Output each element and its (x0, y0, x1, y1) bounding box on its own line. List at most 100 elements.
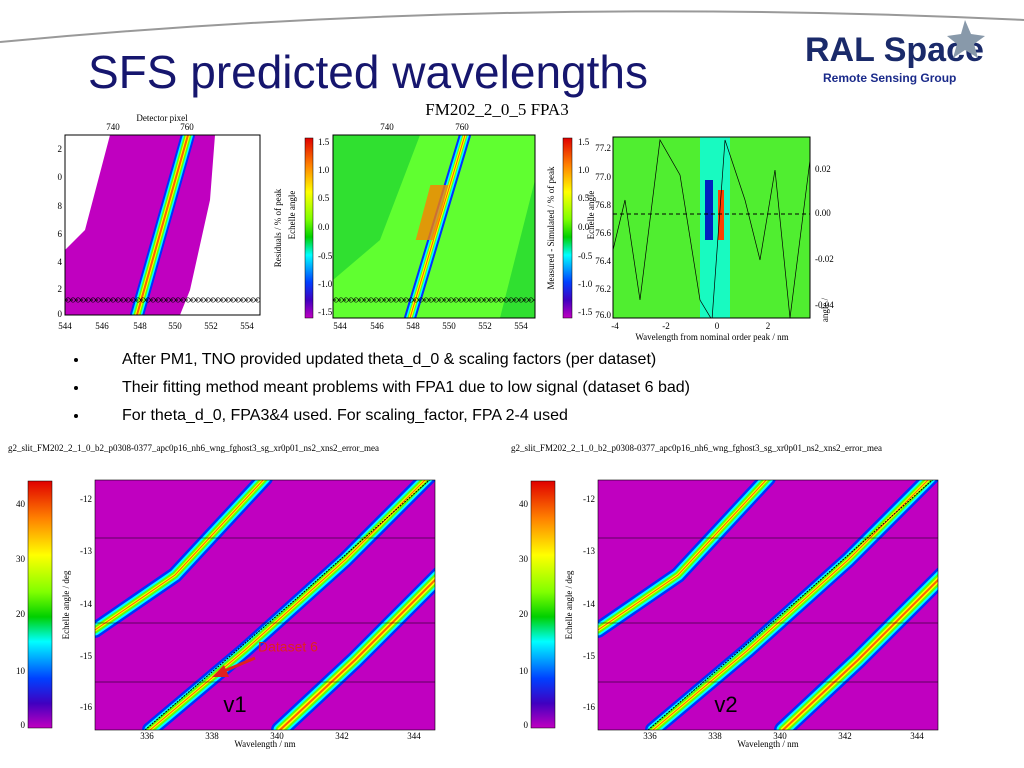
heatmap (598, 480, 938, 730)
label: 0.5 (578, 193, 590, 203)
label: -12 (80, 494, 92, 504)
label: -2 (662, 321, 670, 331)
label: 30 (519, 554, 529, 564)
label: 342 (335, 731, 349, 741)
marker (528, 297, 534, 303)
marker (140, 297, 146, 303)
label: 0.00 (815, 208, 831, 218)
marker (488, 297, 494, 303)
label: 338 (708, 731, 722, 741)
fit-line (144, 480, 431, 730)
label: -13 (80, 546, 92, 556)
marker (523, 297, 529, 303)
band (782, 578, 938, 730)
marker (518, 297, 524, 303)
marker (383, 297, 389, 303)
label: Wavelength from nominal order peak / nm (635, 332, 788, 342)
label: 0.5 (318, 193, 330, 203)
marker (205, 297, 211, 303)
label: 548 (406, 321, 420, 331)
label: 0.0 (578, 222, 590, 232)
label: 544 (333, 321, 347, 331)
label: 336 (140, 731, 154, 741)
marker (508, 297, 514, 303)
label: -16 (80, 702, 92, 712)
marker (170, 297, 176, 303)
marker (353, 297, 359, 303)
annotation: Dataset 6 (258, 639, 318, 655)
label: 740 (380, 122, 394, 132)
marker (180, 297, 186, 303)
version-label: v1 (223, 692, 246, 717)
frame (94, 479, 436, 731)
marker (225, 297, 231, 303)
label: 76.4 (595, 256, 611, 266)
label: 1.5 (318, 137, 330, 147)
marker (503, 297, 509, 303)
marker (373, 297, 379, 303)
marker (230, 297, 236, 303)
marker (125, 297, 131, 303)
label: -14 (80, 599, 92, 609)
marker (215, 297, 221, 303)
label: 76.6 (595, 228, 611, 238)
bullet: Their fitting method meant problems with… (122, 379, 690, 396)
marker (403, 297, 409, 303)
panel-3 (613, 137, 810, 318)
marker (70, 297, 76, 303)
stripe (700, 137, 730, 318)
label: 77.2 (595, 143, 611, 153)
label: 554 (514, 321, 528, 331)
band (409, 135, 466, 318)
marker (200, 297, 206, 303)
hot-spot (415, 185, 449, 240)
label: 76.2 (595, 284, 611, 294)
marker (408, 297, 414, 303)
marker (473, 297, 479, 303)
label: 1.0 (318, 165, 330, 175)
colorbar (304, 137, 314, 319)
label: 40 (519, 499, 529, 509)
marker (418, 297, 424, 303)
label: -12 (583, 494, 595, 504)
label: 0 (58, 309, 63, 319)
label: 4 (58, 257, 63, 267)
version-label: v2 (714, 692, 737, 717)
heatmap (95, 480, 435, 730)
label: 550 (442, 321, 456, 331)
label: 546 (370, 321, 384, 331)
frame (332, 134, 536, 319)
marker (175, 297, 181, 303)
label: 0 (524, 720, 529, 730)
marker (135, 297, 141, 303)
marker (75, 297, 81, 303)
marker (493, 297, 499, 303)
label: 552 (478, 321, 492, 331)
profile (613, 138, 810, 318)
label: 0 (58, 172, 63, 182)
band (279, 578, 435, 730)
label: 20 (16, 609, 26, 619)
marker (498, 297, 504, 303)
frame (612, 136, 811, 319)
label: -1.0 (578, 279, 593, 289)
label: 0.02 (815, 164, 831, 174)
marker (165, 297, 171, 303)
label: 548 (133, 321, 147, 331)
marker (250, 297, 256, 303)
marker (160, 297, 166, 303)
bullet: After PM1, TNO provided updated theta_d_… (122, 351, 656, 368)
label: Wavelength / nm (737, 739, 798, 749)
label: 340 (773, 731, 787, 741)
marker (453, 297, 459, 303)
marker (210, 297, 216, 303)
marker (90, 297, 96, 303)
label: 1.0 (578, 165, 590, 175)
label: -0.02 (815, 254, 834, 264)
label: 550 (168, 321, 182, 331)
label: 2 (58, 284, 63, 294)
marker (463, 297, 469, 303)
marker (240, 297, 246, 303)
label: Echelle angle (586, 191, 596, 240)
label: 20 (519, 609, 529, 619)
